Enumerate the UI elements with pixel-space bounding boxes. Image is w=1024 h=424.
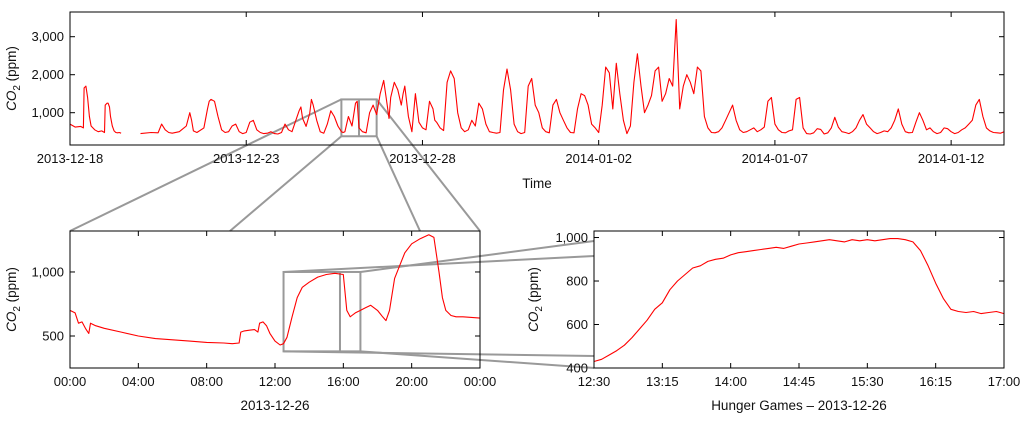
overview-y-axis-label-main: CO — [4, 90, 19, 111]
day-y-axis-label-sub: 2 — [12, 306, 23, 312]
overview-zoom-connector-line — [229, 135, 343, 232]
hunger-games-y-axis-label-sub: 2 — [534, 306, 545, 312]
overview-chart: 2013-12-18 2013-12-23 2013-12-28 2014-01-02… — [4, 11, 1005, 191]
day-x-tick-label: 08:00 — [190, 374, 223, 389]
overview-co2-series-segment-1 — [140, 19, 1005, 135]
hunger-games-plot-frame — [593, 230, 1005, 369]
overview-zoom-connector-line — [69, 98, 342, 232]
day-zoom-connector-line — [283, 255, 595, 273]
overview-zoom-connector-line — [375, 98, 481, 232]
overview-y-tick-label: 1,000 — [31, 105, 64, 120]
overview-y-axis-label: CO2 (ppm) — [4, 46, 23, 111]
day-x-tick-label: 00:00 — [464, 374, 497, 389]
hunger-games-y-tick-label: 400 — [566, 361, 588, 376]
overview-x-tick-label: 2014-01-02 — [565, 151, 632, 166]
hunger-games-x-axis-label: Hunger Games – 2013-12-26 — [711, 398, 887, 413]
overview-x-tick-label: 2014-01-12 — [918, 151, 985, 166]
hunger-games-chart: 12:30 13:15 14:00 14:45 15:30 16:15 17:00 400 60… — [526, 230, 1020, 413]
day-zoom-connector-line — [360, 240, 595, 273]
hunger-games-y-axis-label-main: CO — [526, 311, 541, 332]
overview-co2-series-segment-0 — [69, 85, 122, 134]
day-x-tick-label: 00:00 — [54, 374, 87, 389]
hunger-games-x-tick-label: 16:15 — [919, 374, 952, 389]
hunger-games-y-tick-label: 1,000 — [555, 230, 588, 245]
day-x-tick-label: 16:00 — [327, 374, 360, 389]
overview-y-axis-label-unit: (ppm) — [4, 46, 19, 85]
day-plot-frame — [69, 230, 481, 369]
overview-x-axis-label: Time — [522, 176, 552, 191]
day-y-axis-label-main: CO — [4, 311, 19, 332]
overview-y-tick-label: 2,000 — [31, 67, 64, 82]
hunger-games-y-axis-label: CO2 (ppm) — [526, 267, 545, 332]
overview-x-tick-label: 2013-12-23 — [213, 151, 280, 166]
hunger-games-x-tick-label: 13:15 — [646, 374, 679, 389]
day-x-tick-label: 04:00 — [122, 374, 155, 389]
overview-plot-frame — [69, 11, 1005, 146]
hunger-games-x-tick-label: 15:30 — [851, 374, 884, 389]
day-x-tick-label: 20:00 — [395, 374, 428, 389]
day-x-tick-label: 12:00 — [259, 374, 292, 389]
day-y-axis-label: CO2 (ppm) — [4, 267, 23, 332]
day-x-axis-label: 2013-12-26 — [240, 398, 309, 413]
day-co2-series-segment-0 — [69, 234, 481, 346]
day-zoom-box — [282, 270, 362, 353]
hunger-games-y-tick-label: 800 — [566, 274, 588, 289]
overview-x-tick-label: 2013-12-18 — [37, 151, 104, 166]
day-y-axis-label-unit: (ppm) — [4, 267, 19, 306]
day-y-tick-label: 1,000 — [31, 264, 64, 279]
overview-y-axis-label-sub: 2 — [12, 85, 23, 91]
day-y-tick-label: 500 — [42, 328, 64, 343]
overview-y-tick-label: 3,000 — [31, 29, 64, 44]
hunger-games-x-tick-label: 17:00 — [988, 374, 1021, 389]
hunger-games-x-tick-label: 12:30 — [578, 374, 611, 389]
hunger-games-y-tick-label: 600 — [566, 317, 588, 332]
hunger-games-x-tick-label: 14:45 — [783, 374, 816, 389]
day-zoom-connector-line — [283, 350, 595, 357]
overview-x-tick-label: 2014-01-07 — [742, 151, 809, 166]
overview-x-tick-label: 2013-12-28 — [389, 151, 456, 166]
hunger-games-x-tick-label: 14:00 — [714, 374, 747, 389]
day-zoom-connector-line — [360, 350, 595, 369]
hunger-games-y-axis-label-unit: (ppm) — [526, 267, 541, 306]
zoom-connector-lines — [69, 98, 595, 369]
overview-zoom-connector-line — [375, 135, 421, 232]
hunger-games-co2-series-segment-0 — [593, 238, 1005, 363]
day-chart: 00:00 04:00 08:00 12:00 16:00 20:00 00:00 500 1,… — [4, 230, 497, 413]
